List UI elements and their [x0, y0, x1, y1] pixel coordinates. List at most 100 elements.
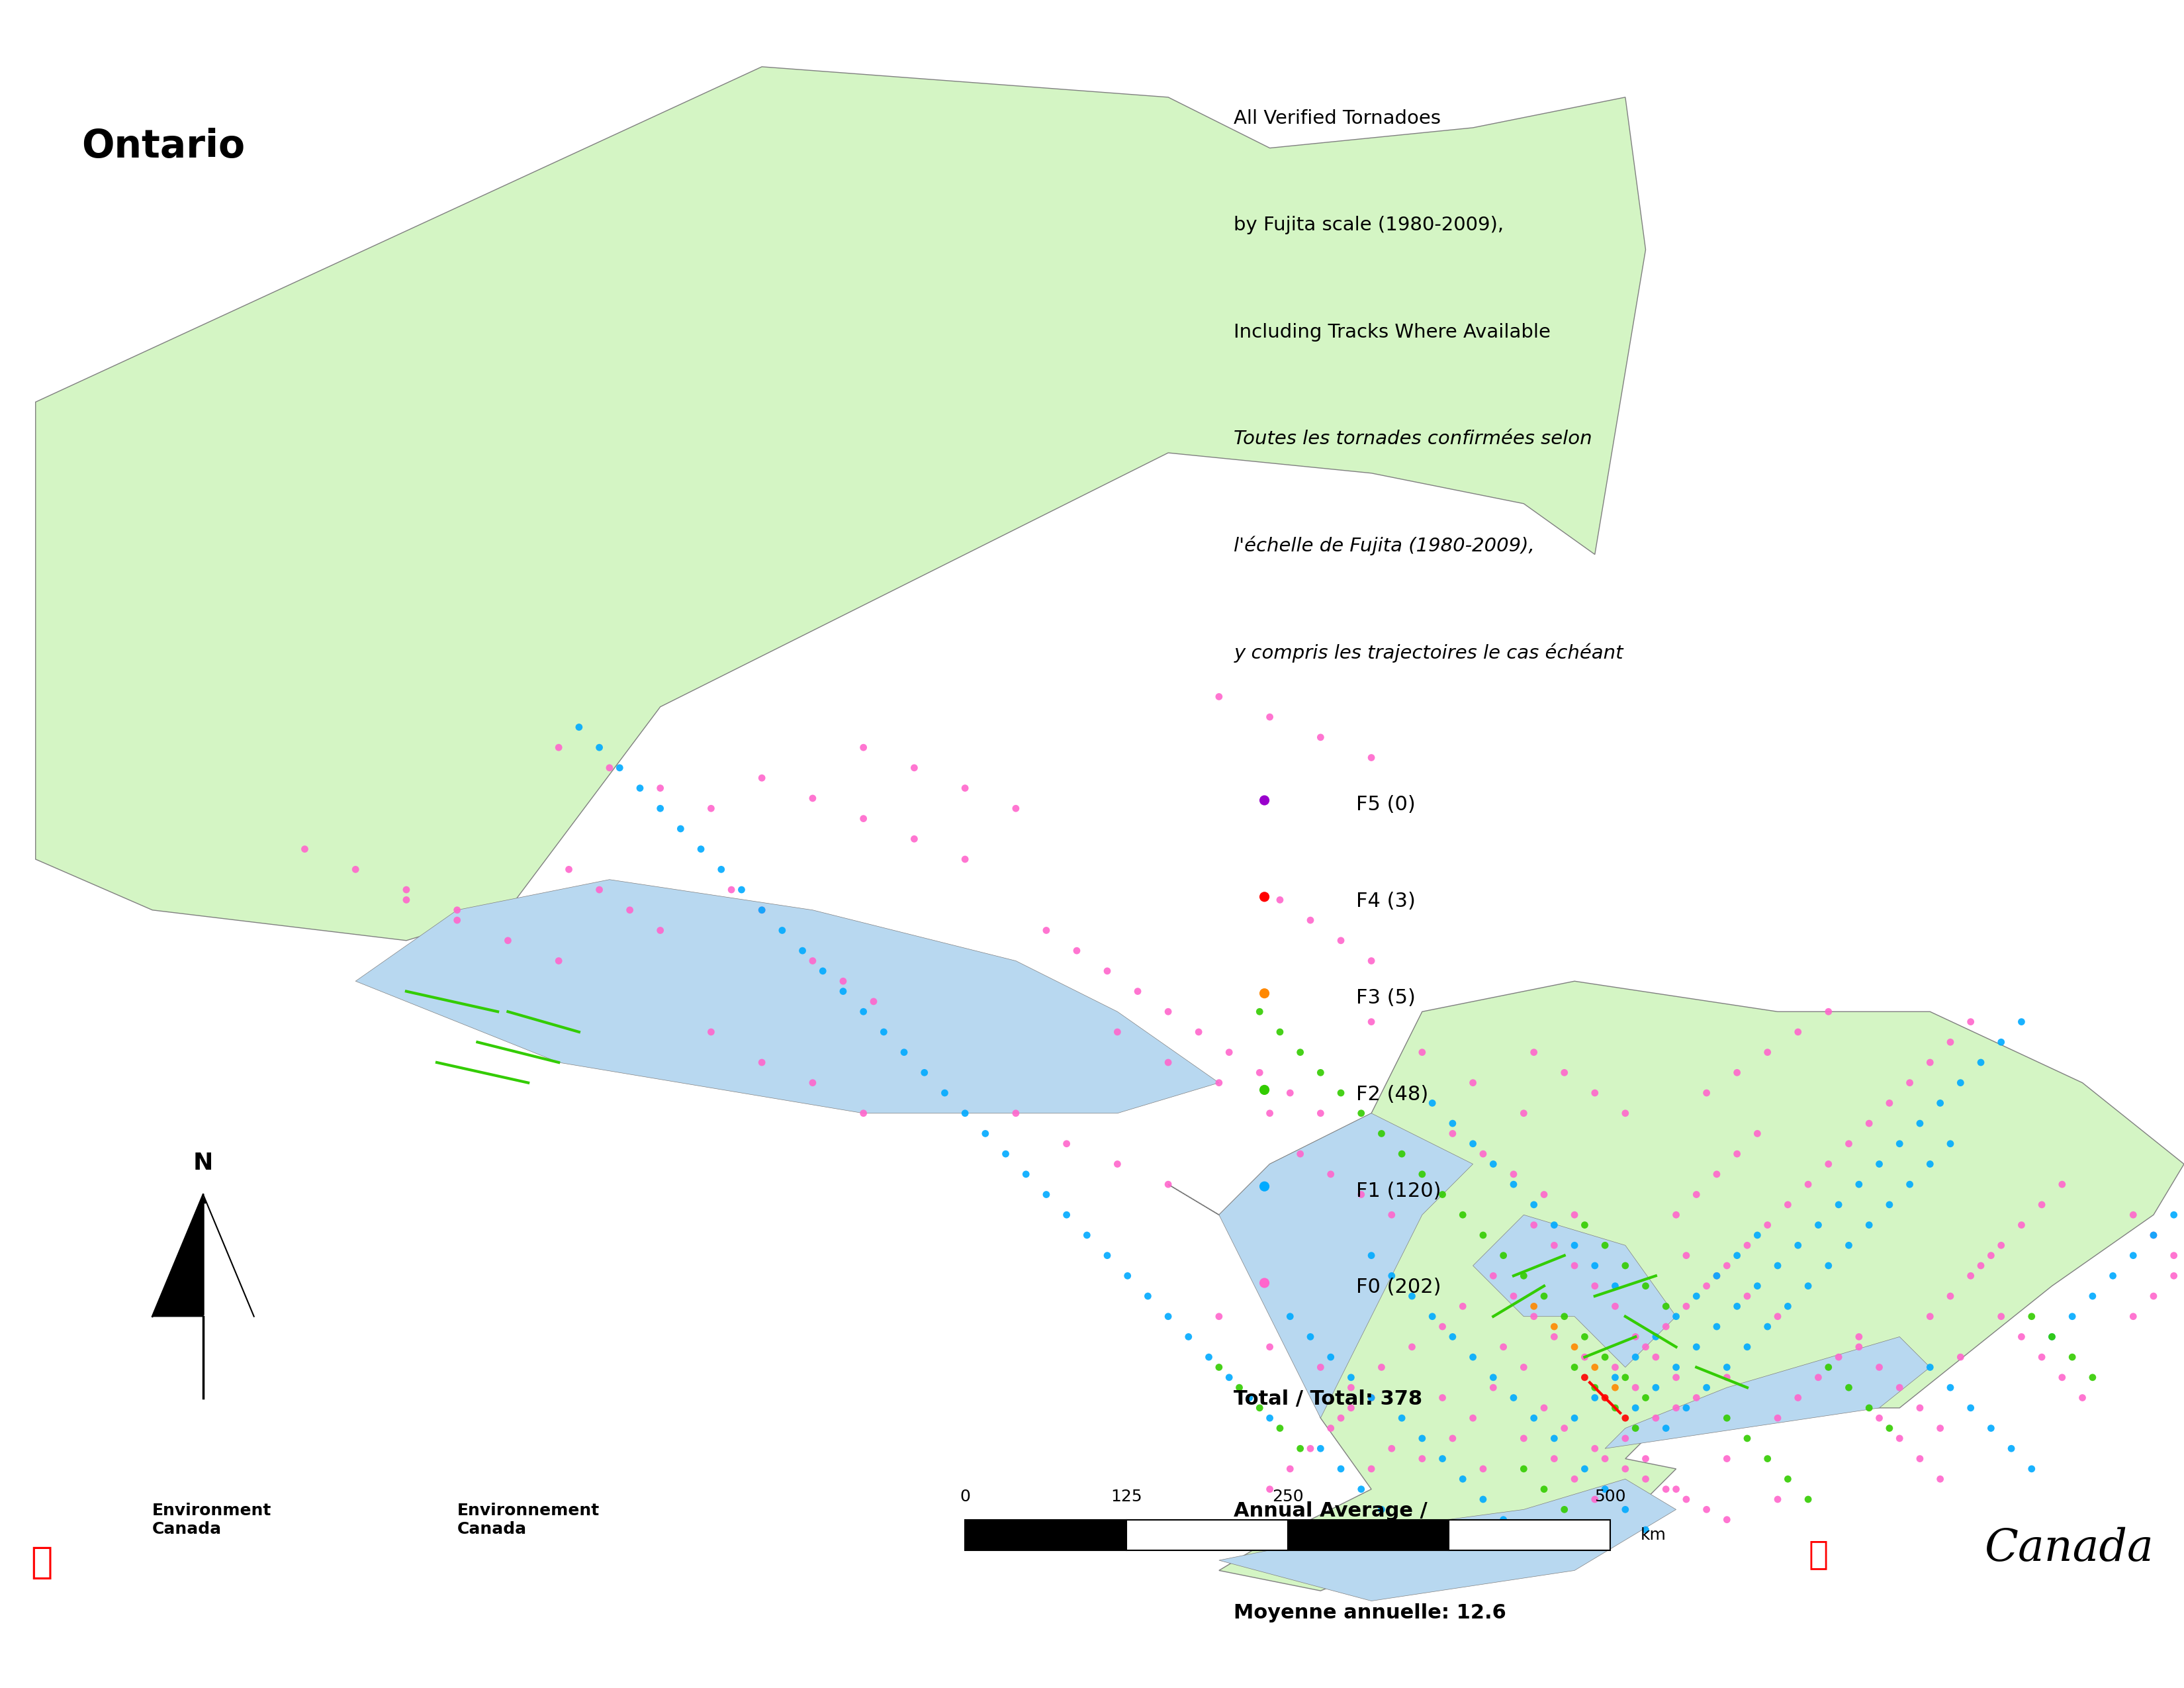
Point — [1760, 1252, 1795, 1280]
Point — [1546, 1303, 1581, 1330]
Point — [948, 1101, 983, 1128]
Point — [1688, 1496, 1723, 1523]
Text: F3 (5): F3 (5) — [1356, 987, 1415, 1008]
Point — [1741, 1222, 1776, 1249]
Point — [1802, 1364, 1837, 1391]
Point — [1465, 1222, 1500, 1249]
Point — [2055, 1303, 2090, 1330]
Point — [1963, 1048, 1998, 1075]
Point — [1435, 1425, 1470, 1452]
Point — [1658, 1364, 1693, 1391]
Point — [550, 856, 585, 883]
Point — [1771, 1465, 1806, 1492]
Point — [1710, 1364, 1745, 1391]
Point — [1588, 1232, 1623, 1259]
Point — [1354, 1242, 1389, 1269]
Polygon shape — [35, 68, 1645, 940]
Point — [1841, 1323, 1876, 1350]
Point — [1090, 957, 1125, 984]
Point — [1404, 1038, 1439, 1065]
Point — [1507, 1354, 1542, 1381]
Point — [1872, 1089, 1907, 1116]
Text: F0 (202): F0 (202) — [1356, 1278, 1441, 1296]
Point — [1435, 1111, 1470, 1138]
Point — [1599, 1394, 1634, 1421]
Point — [1669, 1293, 1704, 1320]
Point — [1669, 1242, 1704, 1269]
Point — [1101, 1018, 1136, 1045]
Point — [288, 836, 323, 863]
Point — [1791, 1273, 1826, 1300]
Point — [1048, 1202, 1083, 1229]
Point — [1588, 1384, 1623, 1411]
Point — [1546, 1415, 1581, 1442]
Point — [581, 734, 616, 761]
Point — [1243, 1394, 1278, 1421]
Point — [1994, 1435, 2029, 1462]
Point — [1435, 1121, 1470, 1148]
Point — [1568, 1455, 1603, 1482]
Point — [1396, 1283, 1431, 1310]
Point — [1952, 1263, 1987, 1290]
Point — [1710, 1445, 1745, 1472]
Text: y compris les trajectoires le cas échéant: y compris les trajectoires le cas échéan… — [1234, 643, 1623, 662]
Point — [339, 856, 373, 883]
Point — [1749, 1212, 1784, 1239]
Point — [1059, 937, 1094, 964]
Point — [1029, 1182, 1064, 1209]
Point — [1933, 1283, 1968, 1310]
Point — [1719, 1293, 1754, 1320]
Point — [1251, 1101, 1286, 1128]
Point — [1983, 1028, 2018, 1055]
Point — [1247, 883, 1282, 910]
Point — [745, 896, 780, 923]
Point — [2136, 1222, 2171, 1249]
Point — [1599, 1364, 1634, 1391]
Point — [1791, 1485, 1826, 1512]
Point — [968, 1121, 1002, 1148]
Point — [1262, 1018, 1297, 1045]
Point — [1262, 886, 1297, 913]
Point — [1485, 1334, 1520, 1361]
Text: Annual Average /: Annual Average / — [1234, 1501, 1428, 1521]
Point — [1557, 1404, 1592, 1431]
Point — [1638, 1374, 1673, 1401]
Point — [1446, 1465, 1481, 1492]
Point — [2025, 1192, 2060, 1219]
Bar — [1127, 1519, 1289, 1550]
Point — [1232, 1384, 1267, 1411]
Point — [1354, 1008, 1389, 1035]
Point — [725, 876, 760, 903]
Point — [1577, 1273, 1612, 1300]
Point — [1485, 1242, 1520, 1269]
Point — [1201, 1303, 1236, 1330]
Point — [1627, 1516, 1662, 1543]
Point — [745, 1048, 780, 1075]
Point — [1577, 1435, 1612, 1462]
Point — [542, 734, 577, 761]
Point — [1304, 1435, 1339, 1462]
Point — [1568, 1212, 1603, 1239]
Point — [1424, 1182, 1459, 1209]
Point — [784, 937, 819, 964]
Point — [1334, 1374, 1369, 1401]
Point — [1476, 1374, 1511, 1401]
Point — [1974, 1242, 2009, 1269]
Point — [1944, 1344, 1979, 1371]
Point — [1324, 927, 1358, 954]
Point — [845, 805, 880, 832]
Point — [1688, 1374, 1723, 1401]
Point — [1557, 1465, 1592, 1492]
Text: Environnement
Canada: Environnement Canada — [456, 1502, 601, 1536]
Text: 🍁: 🍁 — [1808, 1539, 1828, 1570]
Point — [1273, 1303, 1308, 1330]
Point — [1618, 1374, 1653, 1401]
Point — [1821, 1192, 1856, 1219]
Point — [1334, 1394, 1369, 1421]
Point — [1913, 1303, 1948, 1330]
Point — [1922, 1415, 1957, 1442]
Point — [1821, 1344, 1856, 1371]
Point — [1404, 1445, 1439, 1472]
Polygon shape — [153, 1195, 203, 1317]
Point — [1618, 1344, 1653, 1371]
